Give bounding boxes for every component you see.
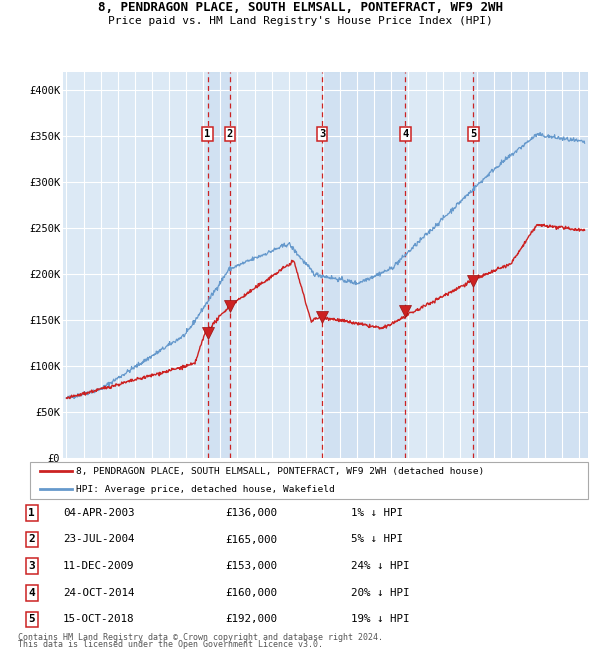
Text: 1: 1: [28, 508, 35, 518]
Text: 24-OCT-2014: 24-OCT-2014: [63, 588, 134, 598]
Text: This data is licensed under the Open Government Licence v3.0.: This data is licensed under the Open Gov…: [18, 640, 323, 649]
Text: 2: 2: [227, 129, 233, 139]
Text: 4: 4: [28, 588, 35, 598]
Text: 24% ↓ HPI: 24% ↓ HPI: [351, 561, 409, 571]
Text: HPI: Average price, detached house, Wakefield: HPI: Average price, detached house, Wake…: [76, 485, 335, 494]
Bar: [322, 72, 406, 458]
Text: £192,000: £192,000: [225, 614, 277, 625]
Text: 1: 1: [205, 129, 211, 139]
Text: 8, PENDRAGON PLACE, SOUTH ELMSALL, PONTEFRACT, WF9 2WH (detached house): 8, PENDRAGON PLACE, SOUTH ELMSALL, PONTE…: [76, 467, 484, 476]
Text: 5: 5: [470, 129, 476, 139]
Text: 3: 3: [28, 561, 35, 571]
Text: 8, PENDRAGON PLACE, SOUTH ELMSALL, PONTEFRACT, WF9 2WH: 8, PENDRAGON PLACE, SOUTH ELMSALL, PONTE…: [97, 1, 503, 14]
Text: 2: 2: [28, 534, 35, 545]
Text: 15-OCT-2018: 15-OCT-2018: [63, 614, 134, 625]
Bar: [208, 72, 230, 458]
Text: 11-DEC-2009: 11-DEC-2009: [63, 561, 134, 571]
Text: 20% ↓ HPI: 20% ↓ HPI: [351, 588, 409, 598]
Text: 5% ↓ HPI: 5% ↓ HPI: [351, 534, 403, 545]
Text: Contains HM Land Registry data © Crown copyright and database right 2024.: Contains HM Land Registry data © Crown c…: [18, 632, 383, 642]
Text: 04-APR-2003: 04-APR-2003: [63, 508, 134, 518]
Text: 4: 4: [402, 129, 409, 139]
Text: £160,000: £160,000: [225, 588, 277, 598]
Text: £153,000: £153,000: [225, 561, 277, 571]
Text: 3: 3: [319, 129, 325, 139]
Text: £165,000: £165,000: [225, 534, 277, 545]
Bar: [473, 72, 588, 458]
Text: 5: 5: [28, 614, 35, 625]
Text: 19% ↓ HPI: 19% ↓ HPI: [351, 614, 409, 625]
Text: £136,000: £136,000: [225, 508, 277, 518]
Text: 1% ↓ HPI: 1% ↓ HPI: [351, 508, 403, 518]
Text: Price paid vs. HM Land Registry's House Price Index (HPI): Price paid vs. HM Land Registry's House …: [107, 16, 493, 26]
Text: 23-JUL-2004: 23-JUL-2004: [63, 534, 134, 545]
FancyBboxPatch shape: [30, 462, 588, 499]
